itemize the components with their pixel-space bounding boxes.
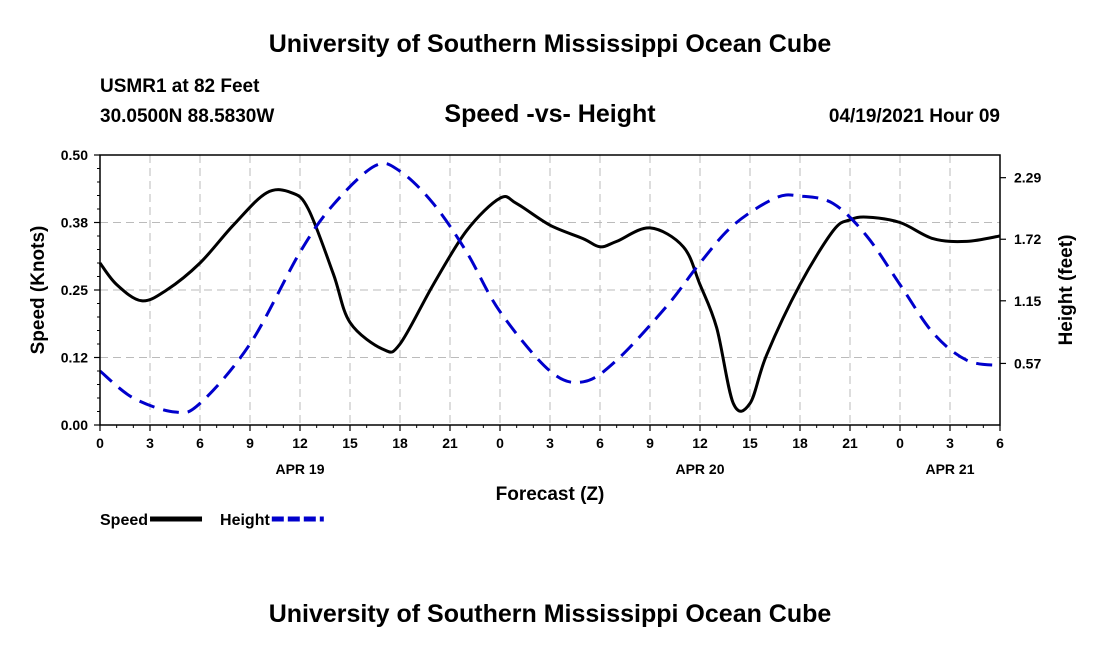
x-tick-label: 0	[96, 435, 104, 451]
y-left-tick-label: 0.50	[61, 147, 88, 163]
y-left-tick-label: 0.00	[61, 417, 88, 433]
date-label: APR 19	[275, 461, 324, 477]
series-line-speed	[98, 188, 1001, 413]
forecast-datestamp: 04/19/2021 Hour 09	[828, 106, 1000, 127]
grid-layer	[100, 155, 1000, 425]
x-tick-label: 12	[292, 435, 308, 451]
y-left-tick-label: 0.12	[61, 350, 88, 366]
x-tick-label: 6	[996, 435, 1004, 451]
legend-label-speed: Speed	[100, 512, 148, 529]
series-line-height	[99, 161, 1001, 415]
x-tick-label: 0	[496, 435, 504, 451]
x-tick-label: 12	[692, 435, 708, 451]
x-tick-label: 6	[596, 435, 604, 451]
x-tick-label: 9	[246, 435, 254, 451]
x-tick-label: 3	[146, 435, 154, 451]
x-tick-label: 6	[196, 435, 204, 451]
y-left-tick-label: 0.25	[61, 282, 88, 298]
y-right-tick-label: 1.15	[1014, 293, 1041, 309]
x-tick-label: 21	[842, 435, 858, 451]
x-tick-label: 15	[742, 435, 758, 451]
x-tick-label: 9	[646, 435, 654, 451]
date-label: APR 20	[675, 461, 724, 477]
x-axis-title: Forecast (Z)	[496, 484, 605, 505]
y-right-tick-label: 0.57	[1014, 355, 1041, 371]
footer-title: University of Southern Mississippi Ocean…	[268, 600, 832, 628]
legend: Speed Height	[100, 512, 324, 529]
station-coordinates: 30.0500N 88.5830W	[100, 106, 275, 127]
page-title: University of Southern Mississippi Ocean…	[268, 30, 832, 58]
x-tick-label: 21	[442, 435, 458, 451]
legend-label-height: Height	[220, 512, 270, 529]
y-right-tick-label: 1.72	[1014, 231, 1041, 247]
y-left-tick-label: 0.38	[61, 215, 88, 231]
x-tick-label: 18	[392, 435, 408, 451]
x-tick-label: 3	[546, 435, 554, 451]
y-right-tick-label: 2.29	[1014, 170, 1041, 186]
labels-layer: 0 3 6 9 12 15 18 21 0 3 6 9 12 15 18 21 0 3 6 0.00 0.12 0.25 0…	[28, 147, 1077, 505]
x-tick-label: 3	[946, 435, 954, 451]
y-right-axis-title: Height (feet)	[1056, 235, 1077, 346]
date-label: APR 21	[925, 461, 974, 477]
x-tick-label: 18	[792, 435, 808, 451]
x-tick-label: 15	[342, 435, 358, 451]
y-left-axis-title: Speed (Knots)	[28, 226, 49, 355]
station-label: USMR1 at 82 Feet	[100, 76, 260, 97]
chart-title: Speed -vs- Height	[444, 100, 656, 128]
x-tick-label: 0	[896, 435, 904, 451]
ticks-layer	[94, 154, 1006, 431]
series-layer	[98, 161, 1001, 415]
